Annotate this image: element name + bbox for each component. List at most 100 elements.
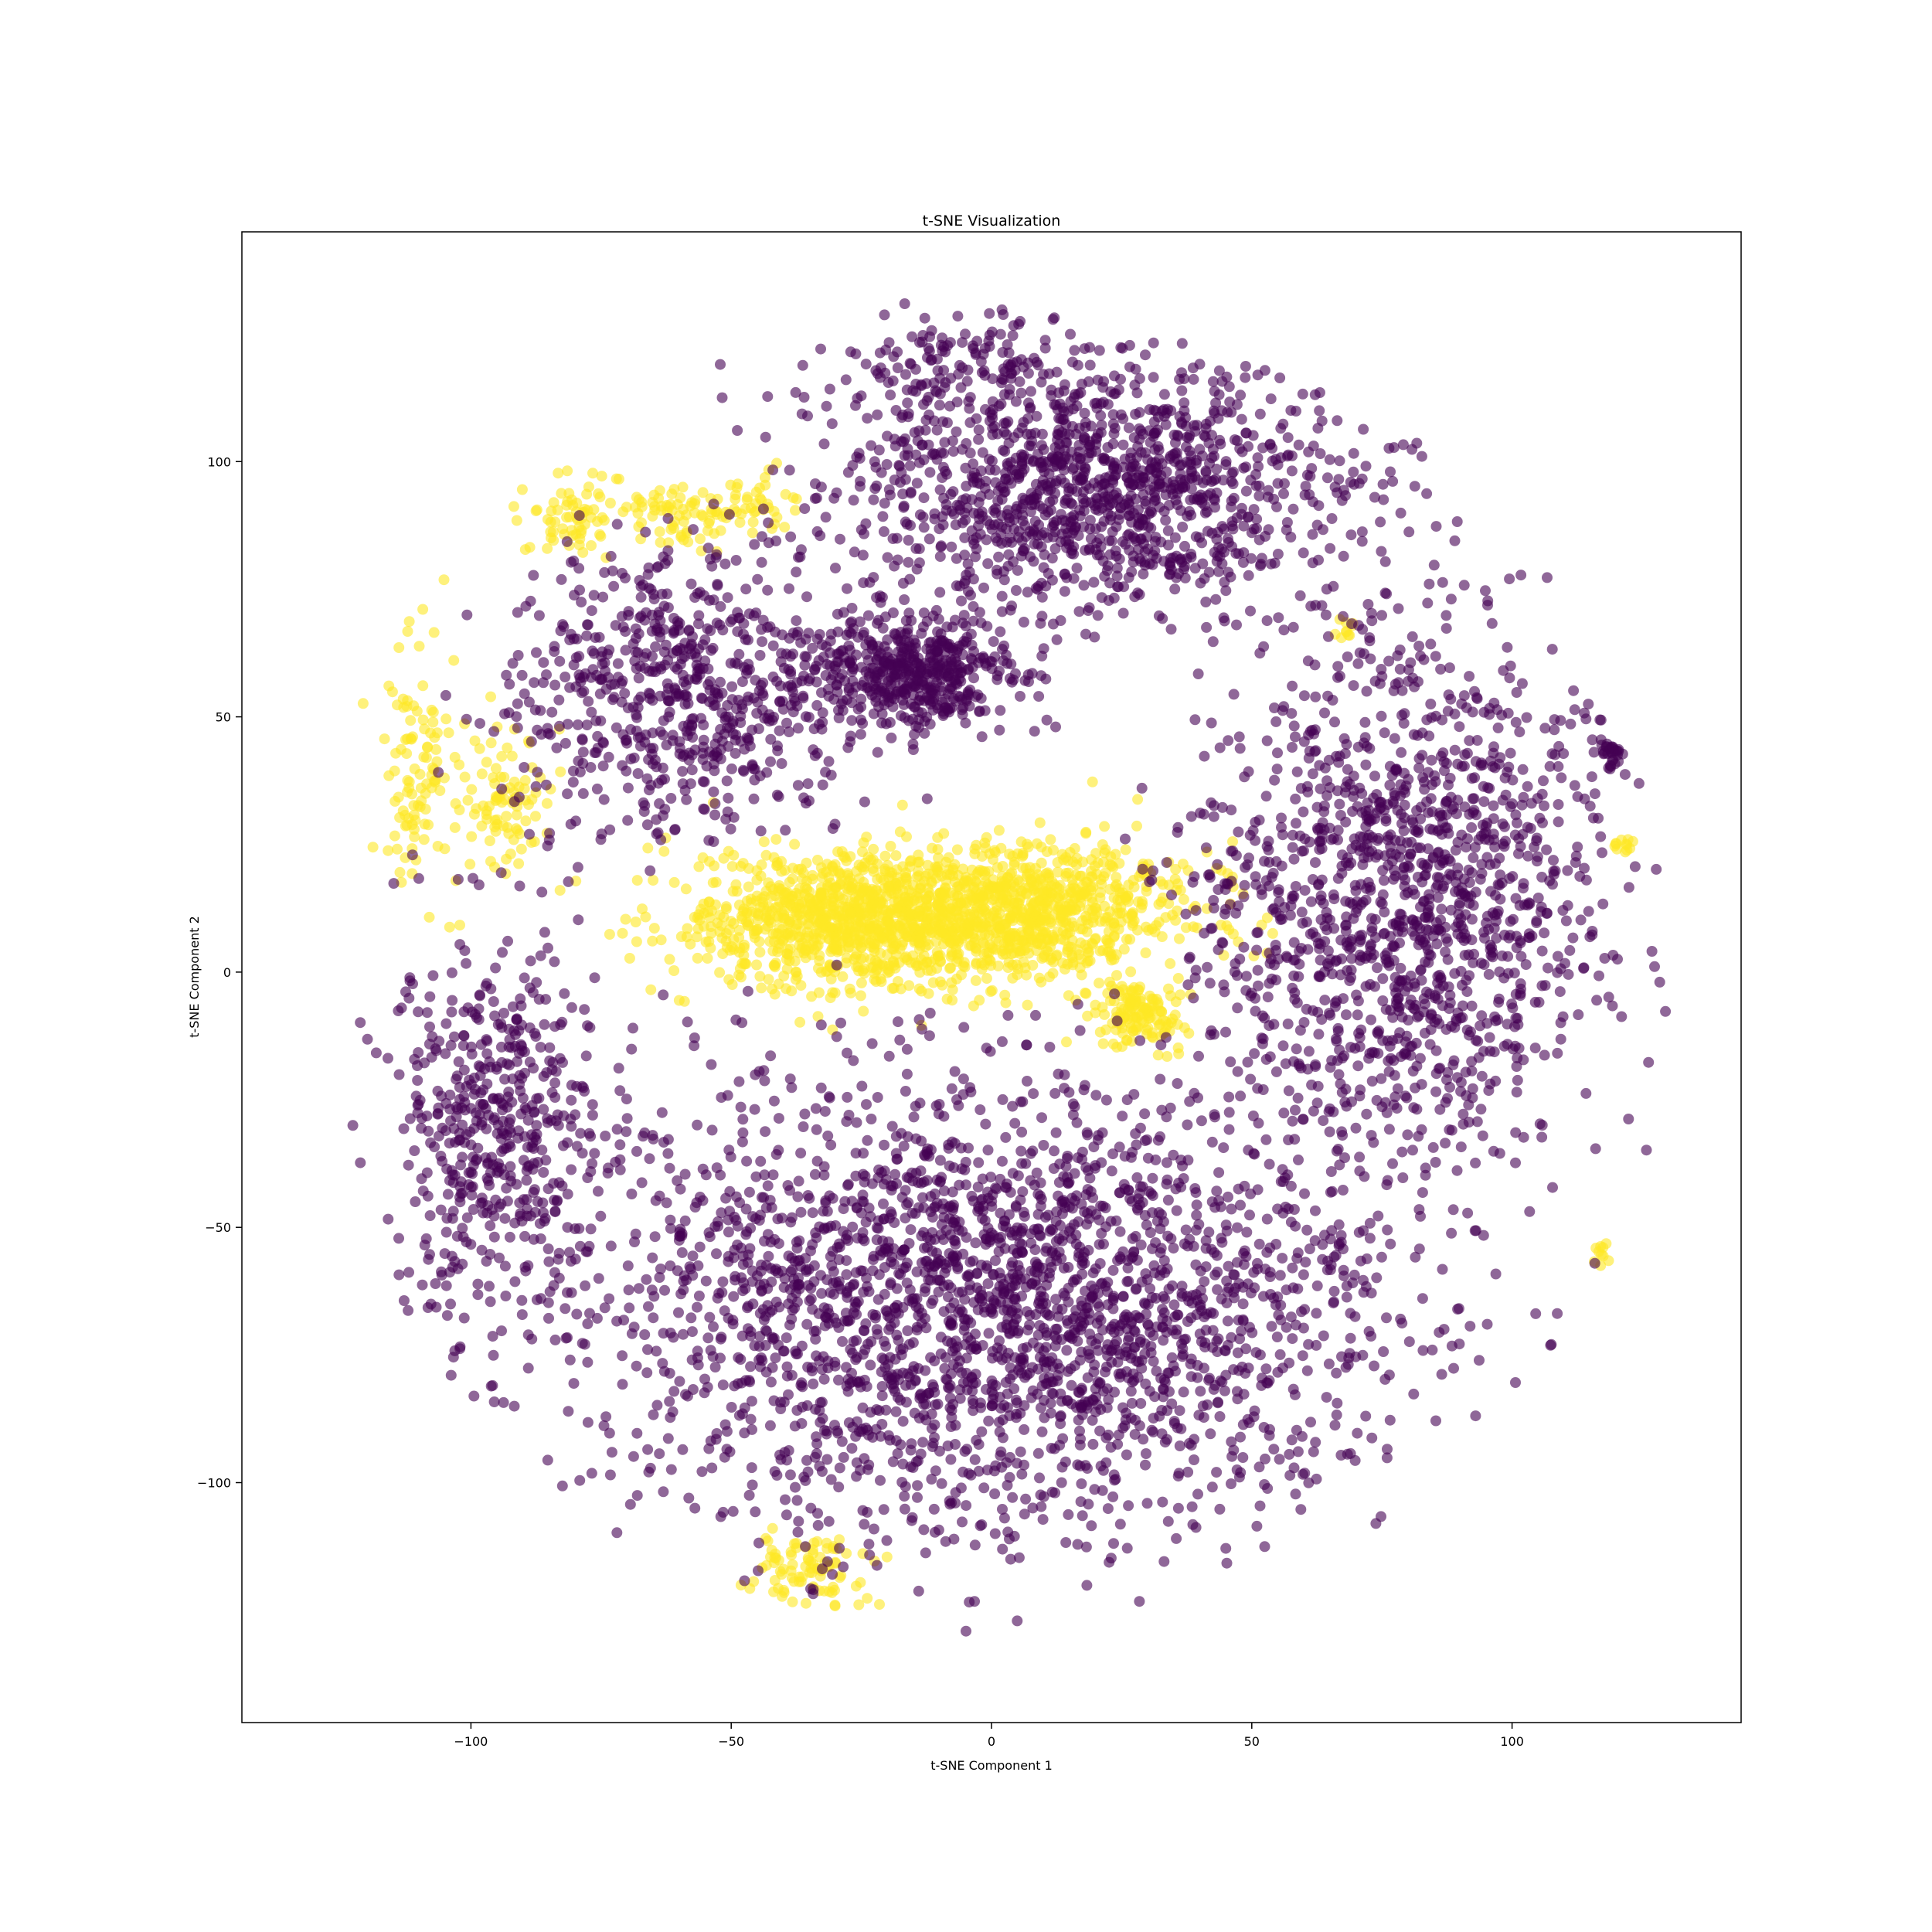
- scatter-point-class-1: [557, 523, 569, 535]
- scatter-point-class-1: [413, 641, 425, 652]
- scatter-point-class-1: [1170, 996, 1182, 1008]
- scatter-point-class-0: [901, 1277, 913, 1289]
- scatter-point-class-0: [706, 1462, 718, 1474]
- scatter-point-class-1: [466, 784, 478, 795]
- scatter-point-class-1: [872, 873, 883, 885]
- scatter-point-class-1: [406, 733, 417, 745]
- scatter-point-class-1: [418, 834, 430, 845]
- scatter-point-class-1: [777, 935, 788, 947]
- scatter-point-class-0: [1051, 1206, 1063, 1218]
- scatter-point-class-1: [773, 978, 784, 990]
- scatter-point-class-0: [665, 1260, 676, 1271]
- scatter-point-class-0: [403, 1304, 414, 1316]
- scatter-point-class-0: [961, 636, 972, 648]
- scatter-point-class-1: [1153, 899, 1165, 910]
- scatter-point-class-0: [664, 1368, 675, 1379]
- scatter-point-class-1: [1008, 906, 1019, 917]
- scatter-point-class-1: [434, 785, 446, 796]
- scatter-point-class-0: [908, 1111, 920, 1123]
- scatter-point-class-0: [726, 1402, 737, 1413]
- scatter-point-class-0: [891, 1283, 903, 1294]
- scatter-point-class-1: [871, 906, 883, 917]
- scatter-point-class-0: [1205, 1428, 1216, 1440]
- scatter-point-class-0: [1530, 1308, 1542, 1319]
- scatter-point-class-1: [879, 850, 891, 862]
- scatter-point-class-1: [403, 776, 415, 787]
- scatter-point-class-0: [1015, 691, 1026, 702]
- scatter-point-class-0: [1385, 1238, 1396, 1250]
- scatter-point-class-1: [697, 487, 709, 498]
- scatter-point-class-1: [932, 861, 944, 872]
- scatter-point-class-1: [1099, 900, 1111, 912]
- scatter-point-class-1: [1013, 898, 1025, 909]
- scatter-point-class-0: [878, 1198, 889, 1209]
- scatter-point-class-1: [526, 837, 537, 849]
- scatter-point-class-0: [816, 1287, 828, 1299]
- scatter-point-class-1: [927, 869, 938, 880]
- scatter-point-class-0: [905, 1224, 917, 1236]
- scatter-point-class-0: [1102, 1503, 1114, 1515]
- scatter-point-class-1: [1099, 847, 1111, 859]
- scatter-point-class-0: [1357, 1349, 1369, 1361]
- scatter-point-class-0: [691, 1197, 702, 1209]
- scatter-point-class-1: [636, 517, 647, 529]
- scatter-point-class-1: [702, 525, 713, 536]
- scatter-point-class-1: [1028, 880, 1039, 892]
- scatter-point-class-1: [703, 896, 715, 908]
- scatter-point-class-1: [485, 691, 496, 702]
- scatter-point-class-0: [1053, 1068, 1064, 1080]
- scatter-point-class-1: [808, 928, 820, 940]
- scatter-point-class-1: [403, 616, 415, 628]
- scatter-point-class-1: [900, 872, 911, 883]
- scatter-point-class-1: [1152, 997, 1164, 1009]
- scatter-point-class-0: [1015, 1446, 1026, 1458]
- scatter-point-class-0: [743, 1489, 755, 1501]
- scatter-point-class-0: [983, 1328, 995, 1339]
- scatter-point-class-1: [779, 865, 791, 876]
- scatter-point-class-0: [1323, 1358, 1335, 1369]
- scatter-point-class-0: [866, 662, 877, 674]
- scatter-point-class-0: [1121, 1543, 1133, 1554]
- scatter-point-class-1: [753, 936, 765, 947]
- scatter-point-class-0: [773, 1113, 784, 1124]
- scatter-point-class-1: [858, 1005, 869, 1017]
- scatter-point-class-0: [921, 616, 933, 627]
- scatter-point-class-1: [1216, 920, 1226, 930]
- scatter-point-class-0: [723, 1312, 734, 1324]
- scatter-point-class-0: [1155, 1131, 1166, 1142]
- scatter-point-class-0: [893, 1016, 903, 1028]
- scatter-point-class-1: [502, 742, 513, 753]
- scatter-point-class-1: [925, 912, 937, 923]
- scatter-point-class-1: [1155, 1005, 1167, 1017]
- scatter-point-class-0: [1193, 1050, 1204, 1062]
- scatter-point-class-0: [741, 1155, 753, 1167]
- scatter-point-class-0: [810, 1103, 821, 1114]
- scatter-point-class-0: [791, 1405, 803, 1416]
- scatter-point-class-1: [563, 488, 575, 499]
- scatter-point-class-0: [1331, 1367, 1342, 1379]
- scatter-point-class-1: [947, 995, 958, 1006]
- scatter-point-class-0: [613, 1063, 624, 1074]
- scatter-point-class-1: [798, 867, 809, 879]
- scatter-point-class-0: [1417, 1187, 1428, 1199]
- scatter-point-class-0: [1170, 1366, 1181, 1377]
- scatter-point-class-0: [911, 1321, 923, 1333]
- scatter-point-class-0: [1369, 1360, 1379, 1372]
- scatter-point-class-1: [555, 766, 566, 777]
- scatter-point-class-0: [1182, 1119, 1193, 1131]
- scatter-point-class-0: [1114, 1141, 1125, 1153]
- scatter-point-class-1: [573, 539, 585, 551]
- scatter-point-class-1: [617, 927, 628, 939]
- scatter-point-class-0: [636, 1177, 648, 1189]
- scatter-point-class-0: [1111, 1015, 1123, 1027]
- scatter-point-class-0: [823, 1515, 835, 1527]
- scatter-point-class-1: [739, 939, 750, 951]
- scatter-point-class-0: [924, 652, 936, 663]
- scatter-point-class-0: [665, 1327, 676, 1338]
- scatter-point-class-0: [488, 1396, 500, 1407]
- scatter-point-class-0: [815, 1082, 827, 1094]
- scatter-point-class-1: [505, 849, 516, 859]
- scatter-point-class-0: [1006, 676, 1018, 688]
- scatter-point-class-1: [1595, 1241, 1607, 1252]
- scatter-point-class-0: [630, 1228, 641, 1240]
